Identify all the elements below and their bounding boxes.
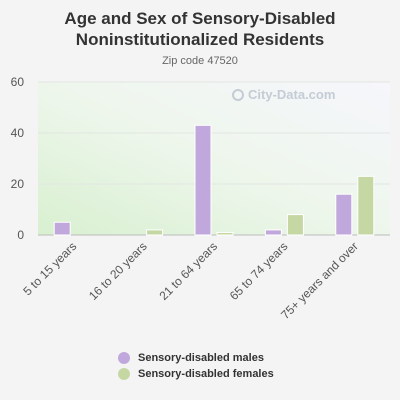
bar-males [335, 193, 353, 236]
y-tick-label: 20 [11, 177, 25, 191]
bar-females [146, 229, 164, 236]
bar-males [53, 221, 71, 236]
x-tick-label: 65 to 74 years [227, 239, 291, 303]
legend-label-females: Sensory-disabled females [138, 368, 274, 380]
y-tick-label: 40 [11, 126, 25, 140]
y-tick-label: 0 [17, 228, 24, 242]
bar-males [264, 229, 282, 236]
legend-swatch-males [118, 352, 130, 364]
chart-subtitle: Zip code 47520 [162, 55, 238, 67]
legend: Sensory-disabled males Sensory-disabled … [118, 350, 274, 382]
search-icon [232, 88, 244, 101]
bar-females [286, 214, 304, 236]
bar-males [194, 124, 212, 236]
legend-item-males: Sensory-disabled males [118, 350, 274, 366]
x-tick-label: 21 to 64 years [156, 239, 220, 303]
bar-females [357, 175, 375, 236]
legend-label-males: Sensory-disabled males [138, 352, 264, 364]
chart-title: Age and Sex of Sensory-Disabled Noninsti… [64, 9, 336, 49]
watermark-text: City-Data.com [248, 87, 336, 102]
plot-area [38, 82, 390, 235]
bar-chart: 0 20 40 60 5 to 15 years 16 to 20 years 21 to… [11, 75, 390, 322]
watermark: City-Data.com [232, 87, 335, 102]
legend-swatch-females [118, 368, 130, 380]
x-tick-label: 5 to 15 years [20, 239, 79, 298]
x-tick-label: 16 to 20 years [86, 239, 150, 303]
legend-item-females: Sensory-disabled females [118, 366, 274, 382]
y-tick-label: 60 [11, 75, 25, 89]
bar-females [216, 231, 234, 236]
x-tick-label: 75+ years and over [278, 239, 361, 322]
